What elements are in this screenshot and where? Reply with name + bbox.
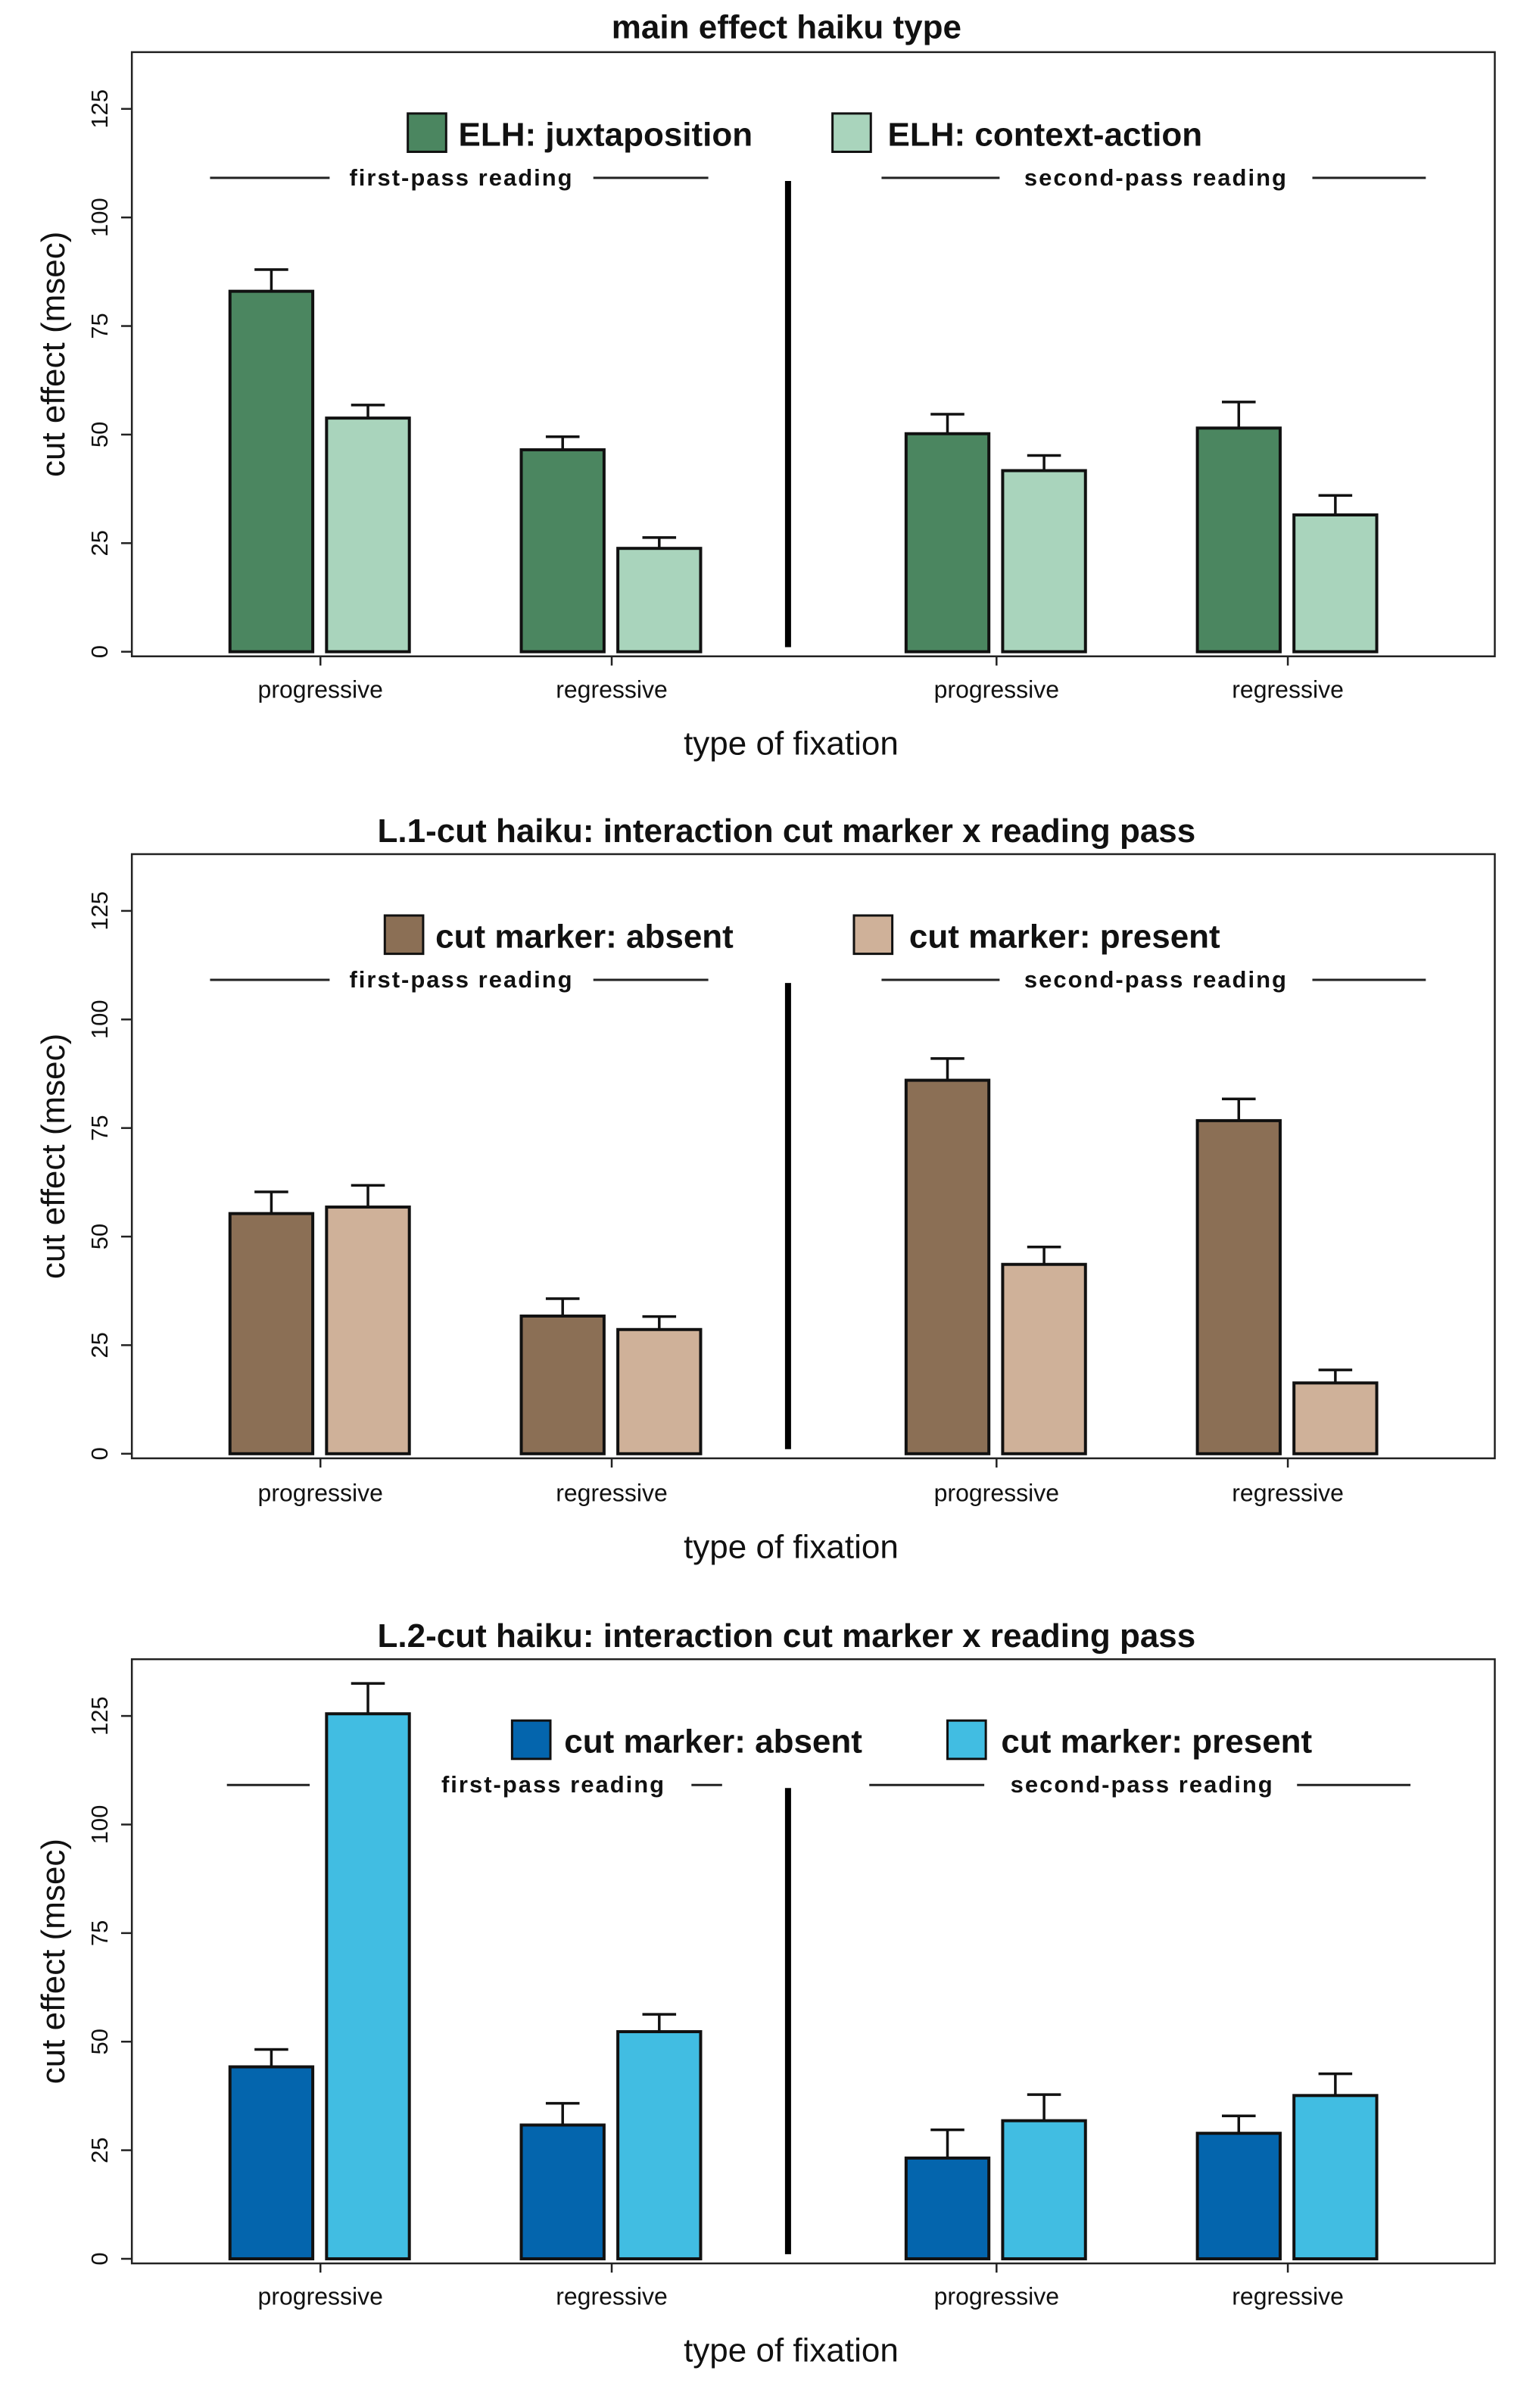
legend-swatch: [383, 914, 425, 956]
y-axis-label: cut effect (msec): [35, 1839, 72, 2084]
y-tick-label: 100: [86, 1805, 113, 1845]
pass-label: first-pass reading: [349, 164, 573, 191]
legend-label: cut marker: absent: [435, 919, 734, 956]
y-tick-label: 100: [86, 1000, 113, 1039]
category-label: regressive: [556, 675, 668, 703]
bar: [1292, 1381, 1379, 1455]
legend-label: ELH: juxtaposition: [459, 116, 753, 153]
category-label: progressive: [258, 2283, 383, 2310]
bar: [1195, 1118, 1282, 1455]
y-tick-label: 125: [86, 891, 113, 931]
bar: [1195, 2132, 1282, 2260]
chart-title: main effect haiku type: [612, 9, 961, 46]
bar: [325, 1712, 411, 2260]
bar: [228, 2065, 315, 2260]
bar: [519, 1314, 606, 1455]
y-tick-label: 100: [86, 198, 113, 237]
bar: [228, 1212, 315, 1455]
pass-label: second-pass reading: [1024, 164, 1288, 191]
bar: [616, 2030, 703, 2260]
legend-swatch: [510, 1719, 552, 1761]
chart-panel-2: L.1-cut haiku: interaction cut marker x …: [35, 813, 1496, 1566]
x-axis-label: type of fixation: [684, 1529, 899, 1566]
bar: [1001, 1262, 1087, 1455]
chart-title: L.1-cut haiku: interaction cut marker x …: [378, 813, 1196, 850]
y-axis-label: cut effect (msec): [35, 1034, 72, 1279]
x-axis-label: type of fixation: [684, 2332, 899, 2369]
bar: [228, 289, 315, 653]
bar: [1292, 513, 1379, 653]
bar: [1292, 2094, 1379, 2260]
bar: [904, 432, 991, 653]
category-label: progressive: [258, 1480, 383, 1507]
pass-label: first-pass reading: [349, 966, 573, 993]
y-tick-label: 125: [86, 1696, 113, 1736]
pass-label: first-pass reading: [441, 1771, 665, 1798]
legend-label: ELH: context-action: [888, 116, 1203, 153]
bar: [519, 448, 606, 653]
category-label: progressive: [258, 675, 383, 703]
pass-label: second-pass reading: [1011, 1771, 1274, 1798]
category-label: progressive: [934, 1480, 1059, 1507]
y-tick-label: 50: [86, 2029, 113, 2054]
plot-frame: [130, 51, 1496, 657]
y-tick-label: 0: [86, 2252, 113, 2265]
category-label: regressive: [556, 1480, 668, 1507]
bar: [1195, 426, 1282, 653]
category-label: regressive: [556, 2283, 668, 2310]
legend-swatch: [946, 1719, 987, 1761]
bar: [325, 416, 411, 653]
bar: [616, 1327, 703, 1455]
y-tick-label: 50: [86, 422, 113, 448]
chart-title: L.2-cut haiku: interaction cut marker x …: [378, 1617, 1196, 1655]
y-tick-label: 125: [86, 89, 113, 129]
chart-panel-3: L.2-cut haiku: interaction cut marker x …: [35, 1617, 1496, 2369]
legend-label: cut marker: present: [909, 919, 1220, 956]
pass-label: second-pass reading: [1024, 966, 1288, 993]
legend: ELH: juxtaposition ELH: context-action: [407, 112, 1203, 153]
chart-panel-1: main effect haiku type cut effect (msec) 0…: [35, 9, 1496, 762]
legend-swatch: [852, 914, 894, 956]
legend: cut marker: absent cut marker: present: [510, 1719, 1313, 1761]
y-tick-label: 25: [86, 1332, 113, 1358]
legend-label: cut marker: absent: [564, 1723, 862, 1761]
plot-frame: [130, 853, 1496, 1460]
y-tick-label: 25: [86, 530, 113, 556]
legend-swatch: [831, 112, 872, 153]
legend-swatch: [407, 112, 447, 153]
y-axis-label: cut effect (msec): [35, 232, 72, 477]
x-axis-label: type of fixation: [684, 725, 899, 762]
y-tick-label: 25: [86, 2137, 113, 2163]
bar: [1001, 2119, 1087, 2260]
category-label: progressive: [934, 675, 1059, 703]
bar: [325, 1206, 411, 1455]
plot-frame: [130, 1658, 1496, 2265]
y-tick-label: 50: [86, 1224, 113, 1249]
legend: cut marker: absent cut marker: present: [383, 914, 1220, 956]
bar: [519, 2123, 606, 2260]
category-label: regressive: [1232, 675, 1344, 703]
legend-label: cut marker: present: [1001, 1723, 1312, 1761]
y-tick-label: 0: [86, 1447, 113, 1460]
y-tick-label: 0: [86, 645, 113, 658]
category-label: regressive: [1232, 2283, 1344, 2310]
bar: [1001, 469, 1087, 653]
category-label: regressive: [1232, 1480, 1344, 1507]
bar: [616, 547, 703, 653]
bar: [904, 2156, 991, 2260]
y-tick-label: 75: [86, 313, 113, 338]
bar: [904, 1078, 991, 1455]
y-tick-label: 75: [86, 1115, 113, 1140]
category-label: progressive: [934, 2283, 1059, 2310]
y-tick-label: 75: [86, 1920, 113, 1946]
